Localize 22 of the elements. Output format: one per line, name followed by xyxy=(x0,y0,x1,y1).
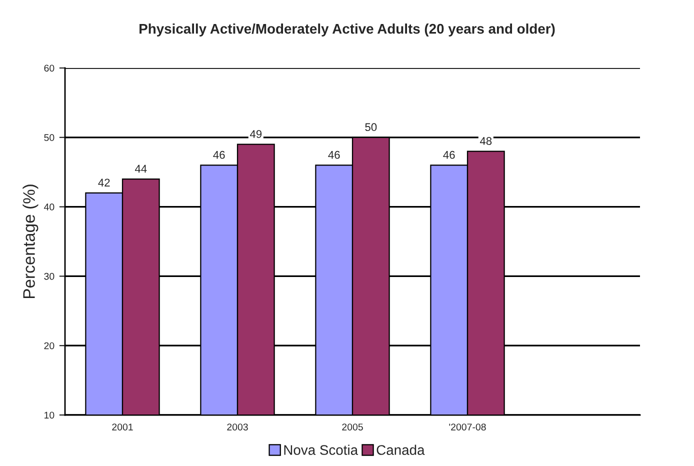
x-tick-label: 2005 xyxy=(342,424,363,430)
y-tick-label: 30 xyxy=(44,272,54,280)
x-tick-label: 2001 xyxy=(112,424,133,430)
y-tick-label: 50 xyxy=(44,134,54,142)
data-label: 42 xyxy=(98,178,110,186)
y-tick-label: 20 xyxy=(44,342,54,350)
legend-label: Canada xyxy=(376,444,425,455)
data-label: 48 xyxy=(480,137,492,145)
data-label: 49 xyxy=(250,130,262,138)
legend-label: Nova Scotia xyxy=(284,444,358,455)
data-label: 46 xyxy=(443,150,455,159)
y-tick-label: 40 xyxy=(44,204,54,210)
y-tick-label: 60 xyxy=(44,64,54,72)
data-label: 46 xyxy=(328,150,340,159)
y-tick-label: 10 xyxy=(44,412,54,419)
y-axis-title: Percentage (%) xyxy=(22,184,38,298)
data-label: 46 xyxy=(213,150,225,159)
chart-title: Physically Active/Moderately Active Adults (20 years and older) xyxy=(140,24,555,36)
data-label: 50 xyxy=(365,123,377,132)
data-label: 44 xyxy=(134,164,147,173)
x-tick-label: '2007-08 xyxy=(449,424,486,430)
x-tick-label: 2003 xyxy=(227,424,248,430)
